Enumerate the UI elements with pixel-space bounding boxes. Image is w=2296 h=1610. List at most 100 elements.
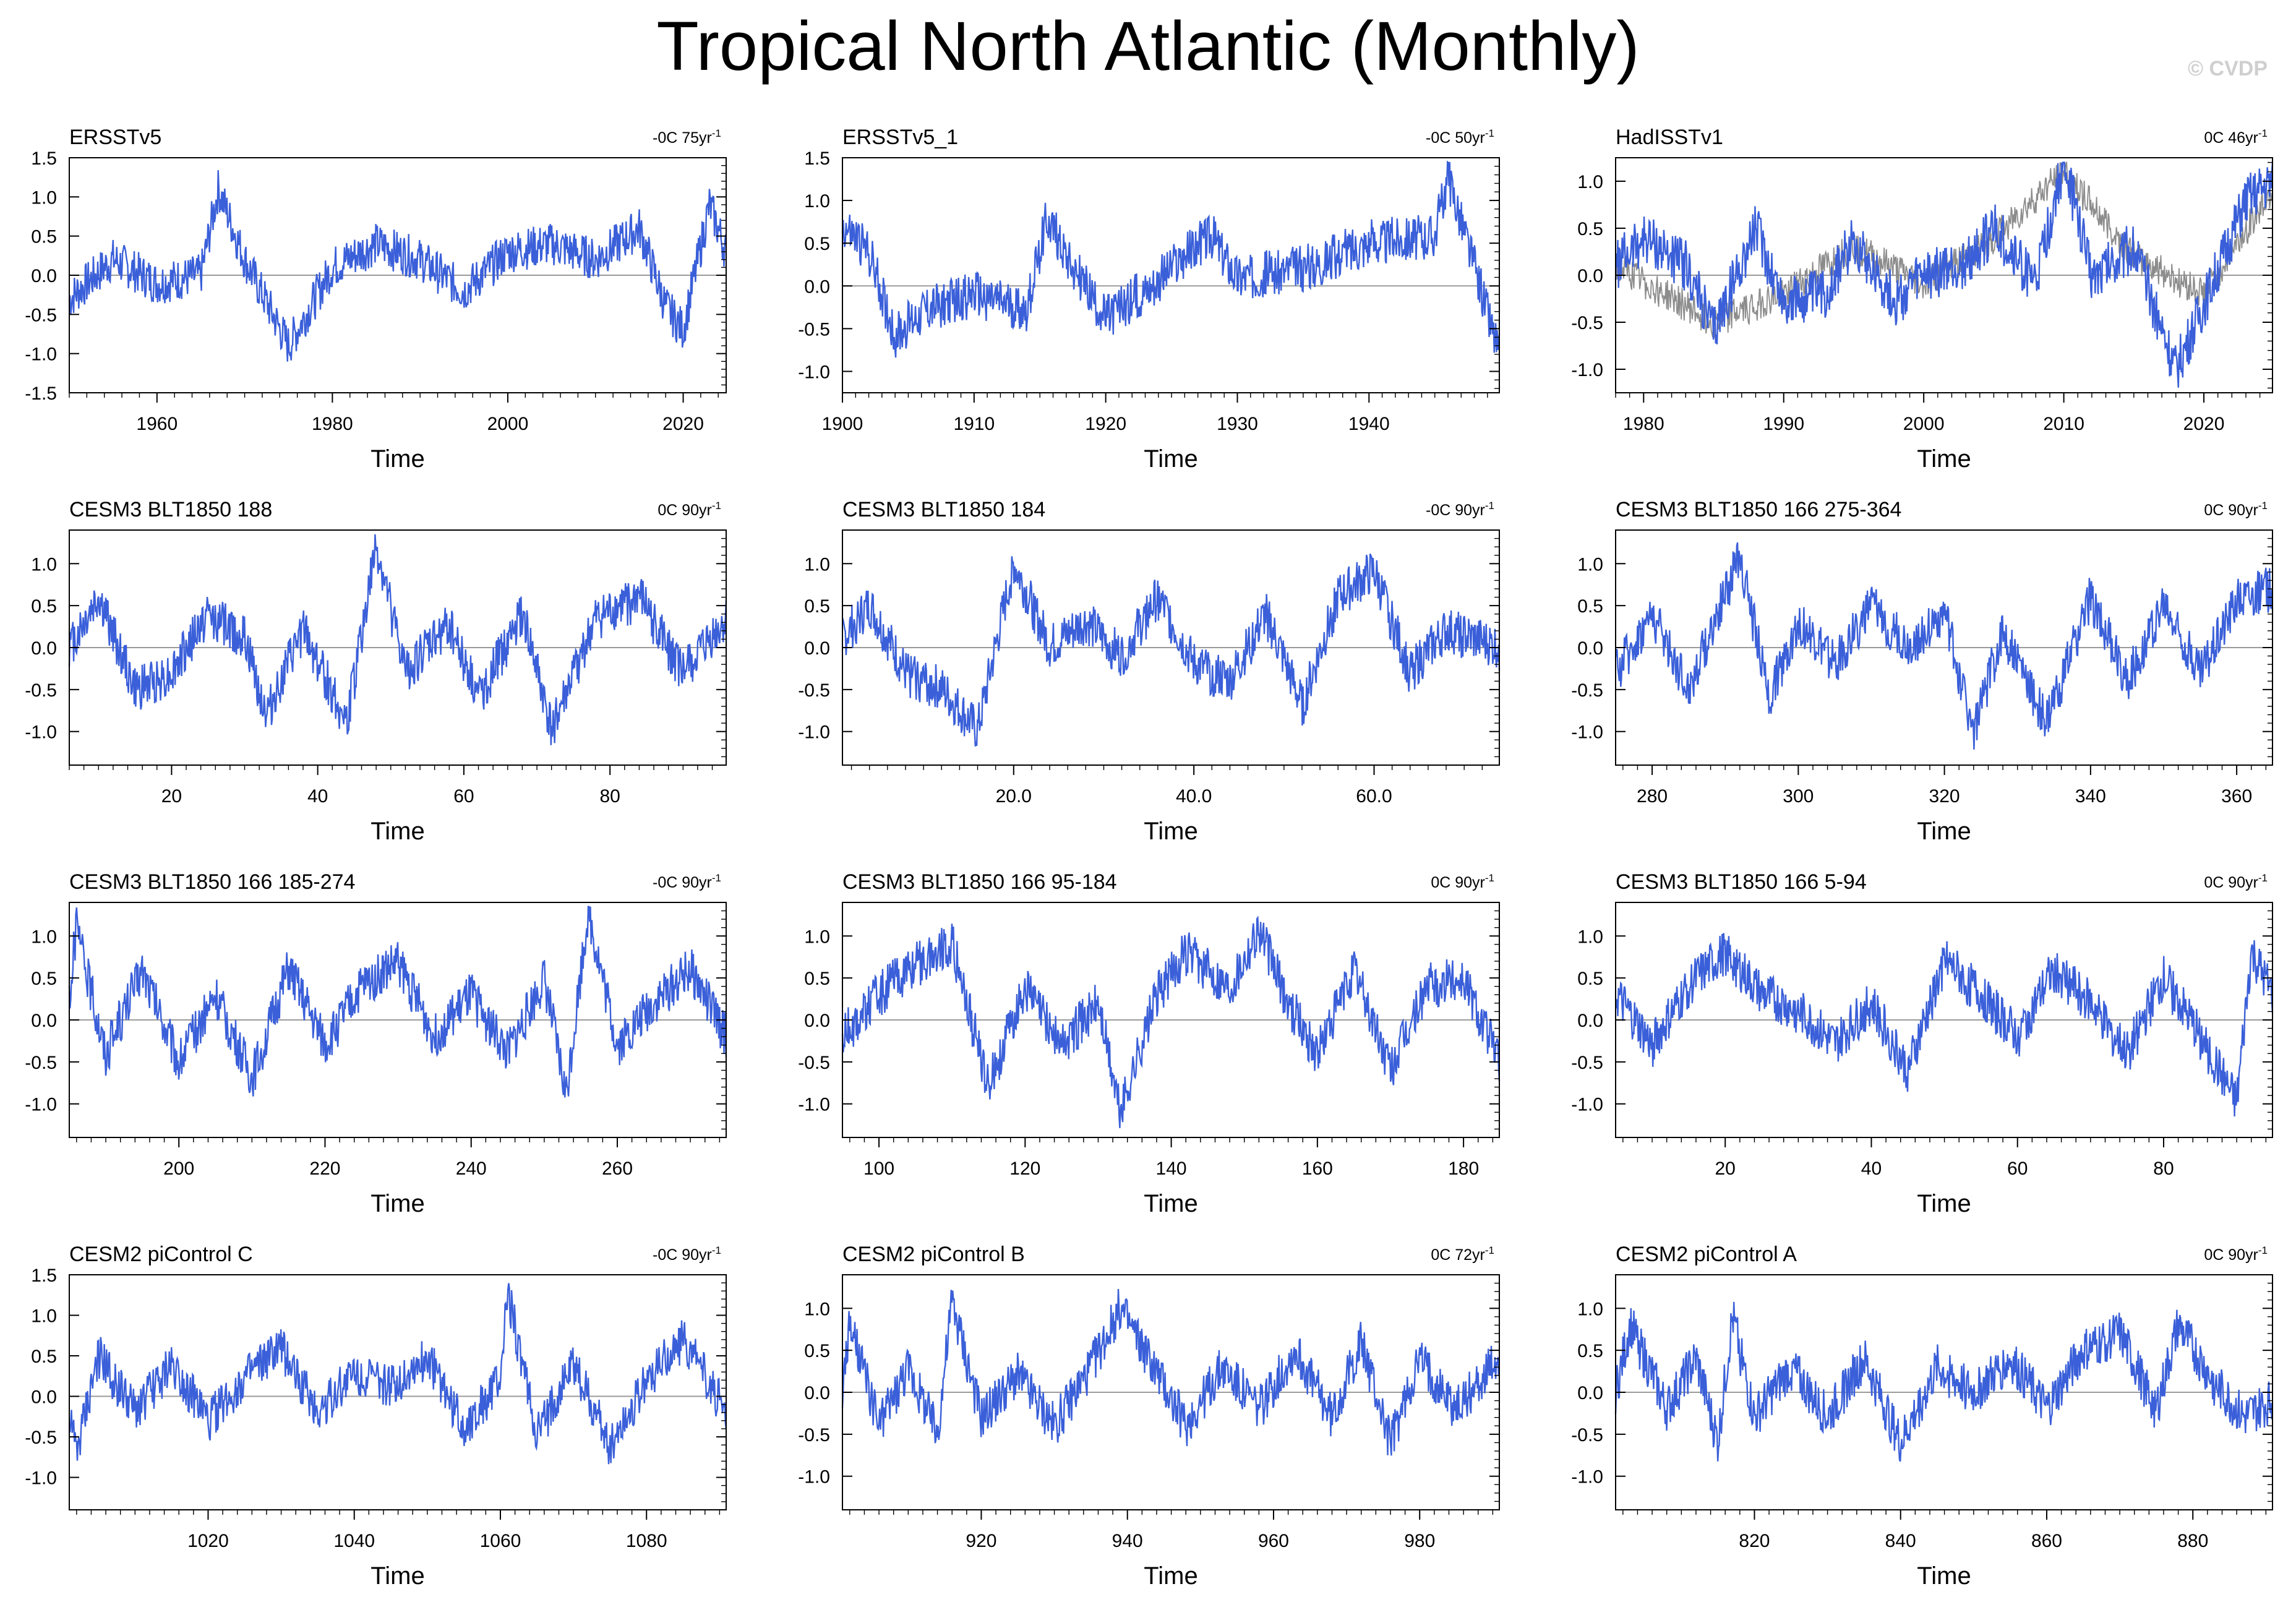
panel-title: CESM2 piControl B — [842, 1243, 1025, 1266]
y-tick-label: 0.0 — [804, 1383, 830, 1403]
panel-12: CESM2 piControl A 0C 90yr-1 -1.0 -0.5 0.0 0.5… — [1571, 1243, 2274, 1590]
x-tick-label: 1020 — [187, 1531, 229, 1551]
panel-stats: 0C 90yr-1 — [1431, 872, 1494, 891]
panel-title: CESM2 piControl A — [1616, 1243, 1797, 1266]
y-tick-label: -0.5 — [1571, 680, 1603, 701]
x-tick-label: 1910 — [953, 414, 995, 434]
panel-6: CESM3 BLT1850 166 275-364 0C 90yr-1 -1.0 -0… — [1571, 498, 2274, 845]
y-tick-label: 0.5 — [31, 1347, 57, 1367]
x-tick-label: 360 — [2221, 786, 2252, 807]
y-tick-label: -1.0 — [798, 1467, 830, 1488]
x-tick-label: 1040 — [333, 1531, 375, 1551]
panel-title: CESM3 BLT1850 166 185-274 — [69, 870, 355, 894]
x-axis-label: Time — [371, 1562, 424, 1590]
page-title: Tropical North Atlantic (Monthly) — [656, 7, 1640, 85]
y-tick-label: 1.0 — [31, 554, 57, 575]
y-tick-label: 1.5 — [804, 148, 830, 169]
x-tick-label: 860 — [2031, 1531, 2062, 1551]
x-tick-label: 1930 — [1217, 414, 1258, 434]
series-line-cesm3-blt1850-184 — [841, 553, 1501, 747]
y-tick-label: -0.5 — [798, 1425, 830, 1445]
panel-stats: -0C 50yr-1 — [1426, 127, 1494, 147]
panel-1: ERSSTv5 -0C 75yr-1 -1.5 -1.0 -0.5 0.0 0.5 1.0 1.… — [25, 126, 727, 473]
x-tick-label: 1980 — [1623, 414, 1664, 434]
y-tick-label: 0.5 — [1577, 1341, 1603, 1361]
x-tick-label: 60 — [453, 786, 474, 807]
series-line-cesm2-picontrol-b — [841, 1288, 1500, 1456]
y-tick-label: -0.5 — [1571, 1425, 1603, 1445]
panel-stats: -0C 90yr-1 — [653, 1244, 721, 1264]
panel-title: CESM3 BLT1850 166 5-94 — [1616, 870, 1867, 894]
series-line-cesm3-blt1850-166-95-184 — [841, 915, 1501, 1128]
panel-9: CESM3 BLT1850 166 5-94 0C 90yr-1 -1.0 -0.5 0… — [1571, 870, 2274, 1217]
y-tick-label: 0.0 — [31, 1011, 57, 1031]
panel-title: CESM3 BLT1850 188 — [69, 498, 272, 521]
x-tick-label: 20.0 — [996, 786, 1032, 807]
x-tick-label: 980 — [1404, 1531, 1435, 1551]
y-tick-label: 1.0 — [31, 1306, 57, 1327]
series-line-cesm3-blt1850-166-275-364 — [1614, 542, 2274, 750]
panel-stats: 0C 72yr-1 — [1431, 1244, 1494, 1264]
series-line-cesm3-blt1850-188 — [68, 534, 727, 745]
y-tick-label: -1.0 — [798, 1095, 830, 1115]
y-tick-label: -1.0 — [25, 1095, 57, 1115]
panel-title: ERSSTv5_1 — [842, 126, 958, 149]
y-tick-label: 1.0 — [1577, 554, 1603, 575]
y-tick-label: 0.5 — [804, 234, 830, 254]
x-tick-label: 40.0 — [1176, 786, 1212, 807]
x-tick-label: 940 — [1112, 1531, 1143, 1551]
y-tick-label: 0.0 — [1577, 266, 1603, 286]
panel-stats: -0C 90yr-1 — [653, 872, 721, 891]
x-tick-label: 920 — [966, 1531, 996, 1551]
y-tick-label: 0.5 — [1577, 969, 1603, 989]
y-tick-label: 0.0 — [1577, 638, 1603, 659]
y-tick-label: 0.5 — [31, 596, 57, 617]
y-tick-label: -0.5 — [1571, 313, 1603, 333]
panel-stats: 0C 90yr-1 — [2204, 1244, 2268, 1264]
x-tick-label: 40 — [1861, 1158, 1882, 1179]
x-axis-label: Time — [1917, 1562, 1971, 1590]
x-tick-label: 320 — [1929, 786, 1960, 807]
panel-3: HadISSTv1 0C 46yr-1 -1.0 -0.5 0.0 0.5 1.0 1980 1… — [1571, 126, 2274, 473]
plot-frame — [842, 157, 1500, 393]
y-tick-label: -1.0 — [798, 362, 830, 382]
panel-title: ERSSTv5 — [69, 126, 161, 149]
panel-title: CESM2 piControl C — [69, 1243, 253, 1266]
y-tick-label: 0.5 — [804, 969, 830, 989]
panel-stats: -0C 75yr-1 — [653, 127, 721, 147]
y-tick-label: 1.0 — [1577, 172, 1603, 192]
x-tick-label: 180 — [1448, 1158, 1479, 1179]
y-tick-label: -1.0 — [25, 1468, 57, 1489]
panel-11: CESM2 piControl B 0C 72yr-1 -1.0 -0.5 0.0 0.5… — [798, 1243, 1500, 1590]
series-line-cesm3-blt1850-166-185-274 — [68, 906, 727, 1098]
y-tick-label: -1.0 — [1571, 360, 1603, 380]
series-line-ersstv5 — [68, 170, 727, 362]
y-tick-label: 0.0 — [1577, 1383, 1603, 1403]
series-line-hadisstv1 — [1614, 161, 2274, 388]
x-tick-label: 220 — [309, 1158, 340, 1179]
x-tick-label: 60 — [2007, 1158, 2028, 1179]
y-tick-label: 0.0 — [31, 266, 57, 286]
x-axis-label: Time — [371, 445, 424, 473]
y-tick-label: -0.5 — [1571, 1053, 1603, 1073]
series-line-cesm2-picontrol-c — [68, 1283, 727, 1465]
x-axis-label: Time — [371, 1190, 424, 1217]
x-tick-label: 1980 — [312, 414, 353, 434]
x-tick-label: 1960 — [136, 414, 178, 434]
panel-2: ERSSTv5_1 -0C 50yr-1 -1.0 -0.5 0.0 0.5 1.0 1.5 1… — [798, 126, 1501, 473]
x-axis-label: Time — [1917, 1190, 1971, 1217]
watermark: © CVDP — [2188, 57, 2268, 80]
panel-stats: 0C 90yr-1 — [658, 500, 721, 519]
y-tick-label: -1.0 — [1571, 1467, 1603, 1488]
y-tick-label: 0.0 — [31, 1387, 57, 1408]
x-axis-label: Time — [1917, 818, 1971, 845]
y-tick-label: 0.0 — [1577, 1011, 1603, 1031]
y-tick-label: 0.5 — [804, 1341, 830, 1361]
x-tick-label: 1990 — [1763, 414, 1804, 434]
x-tick-label: 820 — [1739, 1531, 1770, 1551]
x-tick-label: 200 — [163, 1158, 194, 1179]
x-tick-label: 2010 — [2043, 414, 2084, 434]
y-tick-label: -1.0 — [1571, 1095, 1603, 1115]
panel-7: CESM3 BLT1850 166 185-274 -0C 90yr-1 -1.0 -… — [25, 870, 727, 1217]
